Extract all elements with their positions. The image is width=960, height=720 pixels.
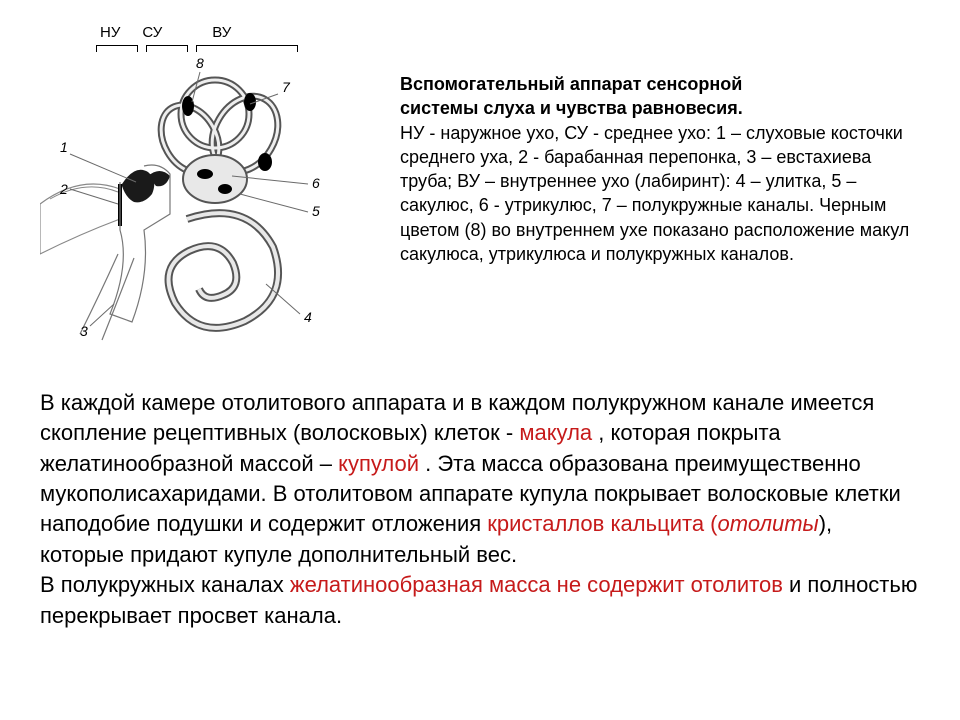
- svg-text:5: 5: [312, 203, 320, 219]
- svg-text:1: 1: [60, 139, 68, 155]
- main-paragraphs: В каждой камере отолитового аппарата и в…: [40, 388, 920, 631]
- svg-text:8: 8: [196, 55, 204, 71]
- svg-text:6: 6: [312, 175, 320, 191]
- diagram-section-labels: НУ СУ ВУ: [100, 24, 380, 41]
- label-inner: ВУ: [212, 24, 231, 41]
- p2a: В полукружных каналах: [40, 572, 290, 597]
- term-macula: макула: [519, 420, 592, 445]
- term-crystals: кристаллов кальцита (: [487, 511, 717, 536]
- caption-title-1: Вспомогательный аппарат сенсорной: [400, 74, 742, 94]
- label-outer: НУ: [100, 24, 120, 41]
- svg-text:3: 3: [80, 323, 88, 339]
- svg-text:7: 7: [282, 79, 291, 95]
- label-middle: СУ: [142, 24, 162, 41]
- ear-svg: 1 2 3 4 5 6 7 8: [40, 54, 360, 344]
- section-brackets: [96, 45, 380, 52]
- svg-text:2: 2: [59, 181, 68, 197]
- figure-caption: Вспомогательный аппарат сенсорной систем…: [400, 24, 920, 266]
- caption-body: НУ - наружное ухо, СУ - среднее ухо: 1 –…: [400, 123, 909, 264]
- caption-title-2: системы слуха и чувства равновесия.: [400, 98, 743, 118]
- svg-text:4: 4: [304, 309, 312, 325]
- p2-red: желатинообразная масса не содержит отоли…: [290, 572, 783, 597]
- term-cupula: купулой: [338, 451, 419, 476]
- term-otoliths: отолиты: [718, 511, 819, 536]
- ear-diagram: НУ СУ ВУ: [40, 24, 380, 364]
